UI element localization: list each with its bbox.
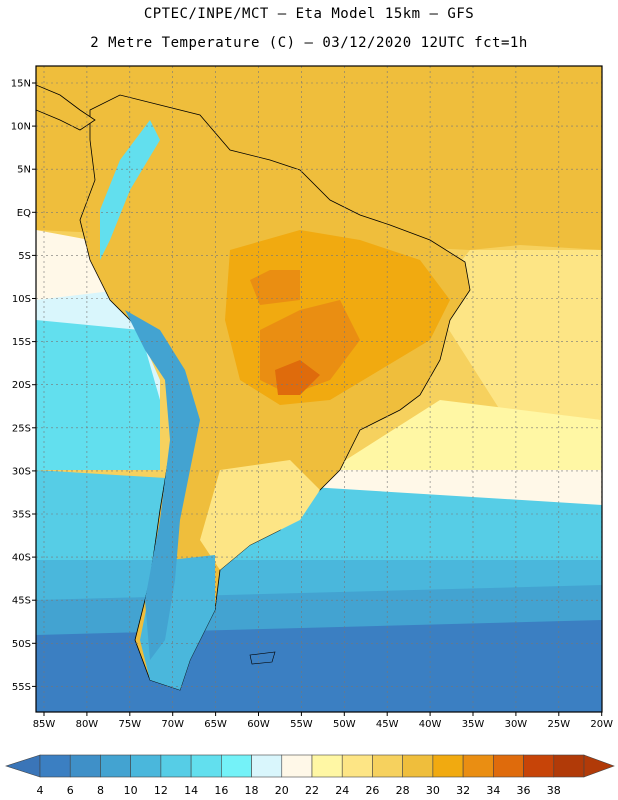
atlantic-pale-band [330, 400, 602, 470]
lon-label: 35W [462, 719, 485, 730]
lon-label: 30W [505, 719, 528, 730]
lat-label: 35S [12, 510, 31, 521]
lon-label: 65W [204, 719, 227, 730]
central-america [36, 84, 96, 131]
lat-label: 55S [12, 682, 31, 693]
map-frame [35, 65, 603, 713]
lon-label: 55W [290, 719, 313, 730]
colorbar-label: 20 [275, 784, 289, 797]
lon-label: 25W [547, 719, 570, 730]
title-line-2: 2 Metre Temperature (C) – 03/12/2020 12U… [90, 35, 528, 51]
colorbar-swatch [493, 754, 524, 778]
interior-hottest-core [275, 360, 320, 395]
colorbar-label: 4 [37, 784, 44, 797]
colorbar-label: 30 [426, 784, 440, 797]
colorbar-swatch [553, 754, 585, 778]
lat-label: 5S [18, 251, 31, 262]
colorbar: 4 6 8 10 12 14 16 18 20 22 24 26 28 30 32 34 36 38 [5, 754, 615, 797]
colorbar-label: 16 [214, 784, 228, 797]
falkland-islands [249, 651, 276, 665]
colorbar-swatch [462, 754, 494, 778]
lon-label: 75W [118, 719, 141, 730]
colorbar-swatch [251, 754, 283, 778]
pacific-cold-band [36, 320, 160, 470]
lon-label: 40W [419, 719, 442, 730]
south-band-4 [36, 620, 602, 712]
central-andes-cold [125, 310, 200, 660]
lon-label: 60W [247, 719, 270, 730]
colorbar-label: 26 [365, 784, 379, 797]
gridlines [36, 66, 602, 712]
colorbar-label: 28 [396, 784, 410, 797]
pampas-mild-region [200, 460, 320, 570]
lon-label: 85W [33, 719, 56, 730]
colorbar-swatch [311, 754, 343, 778]
lat-label: 40S [12, 553, 31, 564]
northern-andes-cold [100, 120, 160, 260]
colorbar-high-arrow [583, 754, 615, 778]
colorbar-swatch [69, 754, 101, 778]
lat-label: EQ [17, 208, 31, 219]
colorbar-label: 32 [456, 784, 470, 797]
lon-label: 50W [333, 719, 356, 730]
colorbar-label: 6 [67, 784, 74, 797]
colorbar-label: 24 [335, 784, 349, 797]
colorbar-swatch [39, 754, 71, 778]
colorbar-swatch [130, 754, 162, 778]
colorbar-label: 22 [305, 784, 319, 797]
lat-label: 30S [12, 466, 31, 477]
colorbar-label: 38 [547, 784, 561, 797]
temperature-map: 15N 10N 5N EQ 5S 10S 15S 20S 25S 30S 35S 40S 45S 50S 5… [11, 65, 613, 730]
colorbar-swatch [100, 754, 131, 778]
lat-label: 45S [12, 596, 31, 607]
lat-label: 10N [11, 122, 31, 133]
colorbar-swatch [372, 754, 403, 778]
colorbar-swatch [160, 754, 192, 778]
title-line-1: CPTEC/INPE/MCT – Eta Model 15km – GFS [143, 6, 475, 22]
colorbar-label: 18 [245, 784, 259, 797]
colorbar-swatch [432, 754, 464, 778]
colorbar-low-arrow [5, 754, 41, 778]
lat-label: 25S [12, 423, 31, 434]
lon-label: 45W [376, 719, 399, 730]
colorbar-label: 10 [124, 784, 138, 797]
colorbar-swatch [190, 754, 222, 778]
colorbar-label: 34 [486, 784, 500, 797]
colorbar-swatch [341, 754, 373, 778]
colorbar-label: 12 [154, 784, 168, 797]
latitude-labels: 15N 10N 5N EQ 5S 10S 15S 20S 25S 30S 35S 40S 45S 50S 5… [11, 79, 36, 693]
lon-label: 70W [161, 719, 184, 730]
colorbar-swatch [281, 754, 313, 778]
longitude-labels: 85W 80W 75W 70W 65W 60W 55W 50W 45W 40W 35W 30W 25W 2… [33, 712, 613, 730]
colorbar-label: 8 [97, 784, 104, 797]
lat-label: 5N [17, 165, 31, 176]
lat-label: 50S [12, 639, 31, 650]
lat-label: 10S [12, 294, 31, 305]
colorbar-swatch [402, 754, 434, 778]
lat-label: 20S [12, 380, 31, 391]
colorbar-swatch [221, 754, 252, 778]
colorbar-swatch [523, 754, 555, 778]
colorbar-label: 14 [184, 784, 198, 797]
lat-label: 15S [12, 337, 31, 348]
lon-label: 80W [76, 719, 99, 730]
colorbar-label: 36 [517, 784, 531, 797]
amazon-hot-patch [250, 270, 300, 305]
lon-label: 20W [590, 719, 613, 730]
lat-label: 15N [11, 79, 31, 90]
